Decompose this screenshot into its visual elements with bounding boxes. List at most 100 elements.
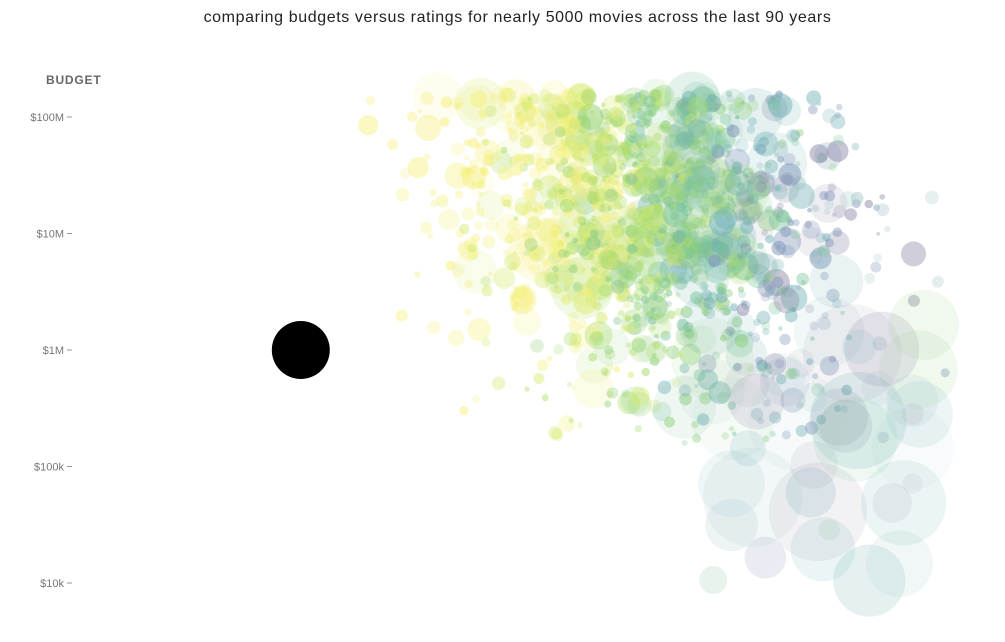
- movie-point: [652, 84, 675, 107]
- movie-point: [782, 174, 794, 185]
- movie-point: [736, 182, 745, 190]
- movie-point: [640, 285, 650, 295]
- movie-point: [623, 178, 632, 188]
- movie-point: [654, 98, 662, 107]
- movie-point: [661, 154, 682, 175]
- movie-point: [684, 233, 698, 247]
- movie-point: [737, 239, 767, 270]
- movie-point: [775, 209, 790, 223]
- movie-point: [655, 247, 664, 256]
- movie-point: [665, 155, 674, 163]
- movie-point: [707, 93, 717, 102]
- movie-point: [555, 269, 568, 283]
- movie-point: [580, 267, 587, 274]
- movie-point: [680, 116, 709, 145]
- movie-point: [747, 215, 756, 225]
- movie-point: [621, 389, 630, 398]
- movie-point: [873, 253, 883, 263]
- movie-point: [701, 308, 709, 316]
- movie-point: [733, 101, 753, 121]
- movie-point: [688, 165, 716, 193]
- movie-point: [482, 138, 489, 146]
- movie-point: [611, 281, 625, 294]
- movie-point: [576, 207, 582, 214]
- movie-point: [592, 154, 617, 178]
- movie-point: [486, 80, 542, 136]
- movie-point: [563, 332, 578, 346]
- movie-point: [674, 126, 695, 146]
- movie-point: [596, 139, 630, 172]
- movie-point: [643, 117, 653, 127]
- movie-point: [603, 268, 612, 277]
- movie-point: [608, 174, 620, 186]
- movie-point: [653, 175, 667, 188]
- movie-point: [445, 260, 456, 271]
- movie-point: [763, 353, 787, 376]
- movie-point: [482, 154, 495, 166]
- movie-point: [672, 378, 682, 388]
- movie-point: [685, 113, 698, 127]
- movie-point: [680, 111, 692, 123]
- movie-point: [712, 102, 718, 109]
- movie-point: [678, 271, 692, 285]
- movie-point: [721, 190, 726, 196]
- movie-point: [864, 272, 876, 284]
- movie-point: [876, 231, 881, 236]
- movie-point: [556, 105, 574, 123]
- movie-point: [700, 214, 712, 227]
- movie-point: [653, 283, 665, 295]
- movie-point: [537, 175, 563, 201]
- movie-point: [553, 344, 564, 355]
- movie-point: [463, 154, 470, 161]
- movie-point: [513, 113, 527, 126]
- movie-point: [757, 242, 764, 250]
- movie-point: [581, 89, 597, 105]
- movie-point: [632, 238, 637, 244]
- movie-point: [604, 234, 618, 248]
- movie-point: [395, 309, 408, 322]
- movie-point: [664, 416, 675, 428]
- movie-point: [697, 204, 703, 209]
- movie-point: [775, 215, 783, 223]
- movie-point: [691, 236, 709, 255]
- movie-point: [544, 199, 555, 210]
- movie-point: [641, 265, 670, 295]
- movie-point: [621, 309, 648, 336]
- movie-point: [427, 320, 441, 335]
- movie-point: [727, 260, 738, 270]
- movie-point: [582, 87, 596, 101]
- movie-point: [605, 276, 611, 282]
- movie-point: [635, 242, 649, 257]
- movie-point: [809, 372, 907, 469]
- movie-point: [613, 201, 623, 211]
- movie-point: [689, 92, 698, 102]
- movie-point: [730, 252, 759, 281]
- movie-point: [620, 141, 631, 152]
- movie-point: [601, 177, 607, 182]
- movie-point: [592, 157, 600, 165]
- movie-point: [539, 123, 545, 129]
- movie-point: [580, 218, 585, 224]
- movie-point: [609, 168, 615, 174]
- movie-point: [870, 261, 882, 273]
- movie-point: [685, 158, 692, 165]
- movie-point: [551, 206, 562, 216]
- movie-point: [647, 276, 656, 284]
- movie-point: [635, 225, 650, 240]
- movie-point: [626, 93, 640, 107]
- movie-point: [555, 163, 562, 170]
- movie-point: [649, 89, 661, 101]
- highlighted-movie-point[interactable]: [271, 321, 330, 379]
- movie-point: [648, 155, 660, 167]
- movie-point: [558, 194, 620, 256]
- movie-point: [627, 201, 637, 212]
- movie-point: [675, 97, 698, 120]
- movie-point: [851, 199, 861, 209]
- movie-point: [691, 376, 775, 460]
- movie-point: [679, 343, 701, 366]
- movie-point: [552, 265, 559, 273]
- movie-point: [795, 425, 808, 437]
- movie-point: [812, 373, 819, 380]
- movie-point: [651, 90, 662, 100]
